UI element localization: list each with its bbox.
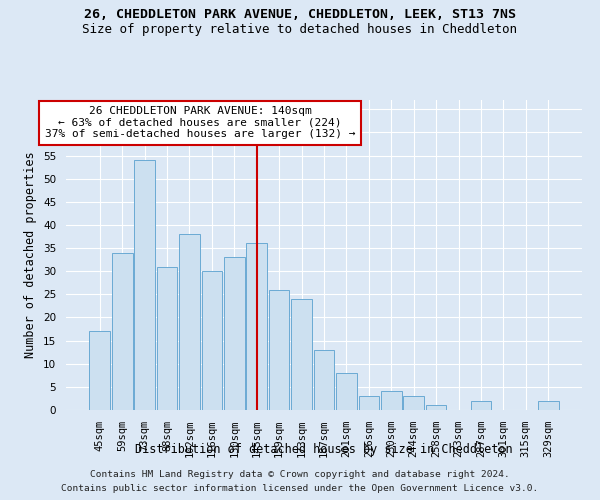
Bar [403,396,424,410]
Bar [359,396,379,410]
Text: 26 CHEDDLETON PARK AVENUE: 140sqm
← 63% of detached houses are smaller (224)
37%: 26 CHEDDLETON PARK AVENUE: 140sqm ← 63% … [45,106,355,140]
Bar [538,400,559,410]
Bar [134,160,155,410]
Bar [381,392,401,410]
Bar [470,400,491,410]
Bar [112,252,133,410]
Bar [426,406,446,410]
Bar [157,266,178,410]
Bar [247,244,267,410]
Bar [336,373,357,410]
Bar [202,271,222,410]
Bar [179,234,200,410]
Y-axis label: Number of detached properties: Number of detached properties [25,152,37,358]
Text: Size of property relative to detached houses in Cheddleton: Size of property relative to detached ho… [83,22,517,36]
Text: Contains public sector information licensed under the Open Government Licence v3: Contains public sector information licen… [61,484,539,493]
Bar [89,332,110,410]
Text: 26, CHEDDLETON PARK AVENUE, CHEDDLETON, LEEK, ST13 7NS: 26, CHEDDLETON PARK AVENUE, CHEDDLETON, … [84,8,516,20]
Bar [269,290,289,410]
Bar [314,350,334,410]
Text: Distribution of detached houses by size in Cheddleton: Distribution of detached houses by size … [135,442,513,456]
Text: Contains HM Land Registry data © Crown copyright and database right 2024.: Contains HM Land Registry data © Crown c… [90,470,510,479]
Bar [291,299,312,410]
Bar [224,258,245,410]
